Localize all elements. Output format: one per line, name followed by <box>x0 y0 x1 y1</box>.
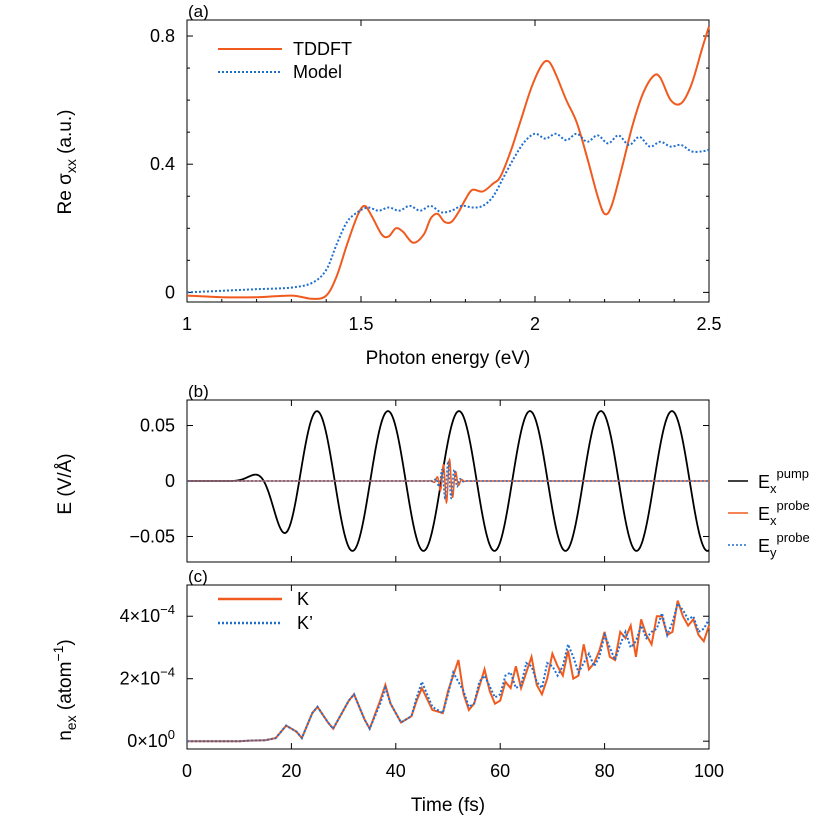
panel-a-y-tick-label: 0 <box>165 282 175 302</box>
panel-b-y-tick-label: 0 <box>165 471 175 491</box>
panel-b-y-axis-label: E (V/Å) <box>55 453 76 514</box>
legend-label-ey-probe: Eyprobe <box>758 530 810 560</box>
legend-label-k-prime: K’ <box>297 613 313 633</box>
panel-c-label: (c) <box>188 567 208 586</box>
panel-c-y-axis: 0×100 2×10−4 4×10−4 <box>120 602 709 751</box>
panel-c-series-line-k <box>187 600 710 743</box>
panel-b-y-tick-label: 0.05 <box>140 416 175 436</box>
panel-c-x-tick-label: 60 <box>490 761 510 781</box>
panel-b-series <box>187 410 710 552</box>
panel-c-x-tick-label: 40 <box>386 761 406 781</box>
panel-a-x-tick-label: 2.5 <box>696 314 721 334</box>
panel-a: (a) 1 1.5 2 2.5 00.40.8 Photon energy (eV) … <box>55 2 722 369</box>
panel-b-series-line-ey-probe <box>187 458 709 500</box>
panel-b-legend: Expump Exprobe Eyprobe <box>728 466 810 560</box>
panel-a-x-tick-label: 2 <box>530 314 540 334</box>
legend-label-tddft: TDDFT <box>293 39 352 59</box>
panel-a-y-axis: 0 0.4 0.8 <box>150 26 709 302</box>
panel-a-x-tick-label: 1.5 <box>348 314 373 334</box>
panel-b-series-line-ex-pump <box>187 410 710 552</box>
panel-b-y-tick-label: −0.05 <box>129 526 175 546</box>
panel-c-series-line-k-prime <box>187 601 710 743</box>
panel-a-y-tick-label: 0.8 <box>150 26 175 46</box>
panel-a-y-axis-label: Re σxx (a.u.) <box>55 110 79 215</box>
panel-c-y-axis-label: nex (atom−1) <box>50 639 79 741</box>
panel-a-y-tick-label: 0.4 <box>150 154 175 174</box>
panel-a-series-line-tddft <box>186 26 710 300</box>
legend-label-model: Model <box>293 62 342 82</box>
panel-c: (c) 0 20 40 60 80 100 0×100 2×10−4 4×10−4 Time … <box>50 567 724 816</box>
panel-c-y-tick-label: 4×10−4 <box>120 602 175 626</box>
panel-b-x-axis <box>186 400 710 562</box>
panel-c-y-tick-label: 2×10−4 <box>120 665 175 689</box>
panel-c-series <box>187 600 710 743</box>
panel-c-frame <box>186 584 710 750</box>
panel-c-x-axis-label: Time (fs) <box>411 795 485 816</box>
panel-a-label: (a) <box>188 2 209 21</box>
legend-label-ex-probe: Exprobe <box>758 498 810 528</box>
panel-a-legend: TDDFT Model <box>218 39 352 82</box>
panel-c-x-axis: 0 20 40 60 80 100 <box>182 585 724 781</box>
panel-c-x-tick-label: 100 <box>694 761 724 781</box>
panel-a-series <box>186 26 710 300</box>
panel-a-x-axis: 1 1.5 2 2.5 <box>182 20 722 334</box>
legend-label-k: K <box>297 589 309 609</box>
panel-a-series-line-model <box>186 132 710 294</box>
panel-b: (b) 0.05 0 −0.05 E (V/Å) Expump Exprobe Ey… <box>55 382 810 563</box>
panel-a-x-tick-label: 1 <box>182 314 192 334</box>
panel-b-y-axis: 0.05 0 −0.05 <box>129 416 709 546</box>
legend-label-ex-pump: Expump <box>758 466 809 496</box>
panel-b-label: (b) <box>188 382 209 401</box>
panel-c-legend: K K’ <box>218 589 313 633</box>
panel-c-x-tick-label: 80 <box>595 761 615 781</box>
panel-a-frame <box>186 19 710 303</box>
panel-a-x-axis-label: Photon energy (eV) <box>366 348 531 369</box>
panel-c-x-tick-label: 0 <box>182 761 192 781</box>
panel-c-y-tick-label: 0×100 <box>127 727 175 751</box>
panel-c-x-tick-label: 20 <box>281 761 301 781</box>
